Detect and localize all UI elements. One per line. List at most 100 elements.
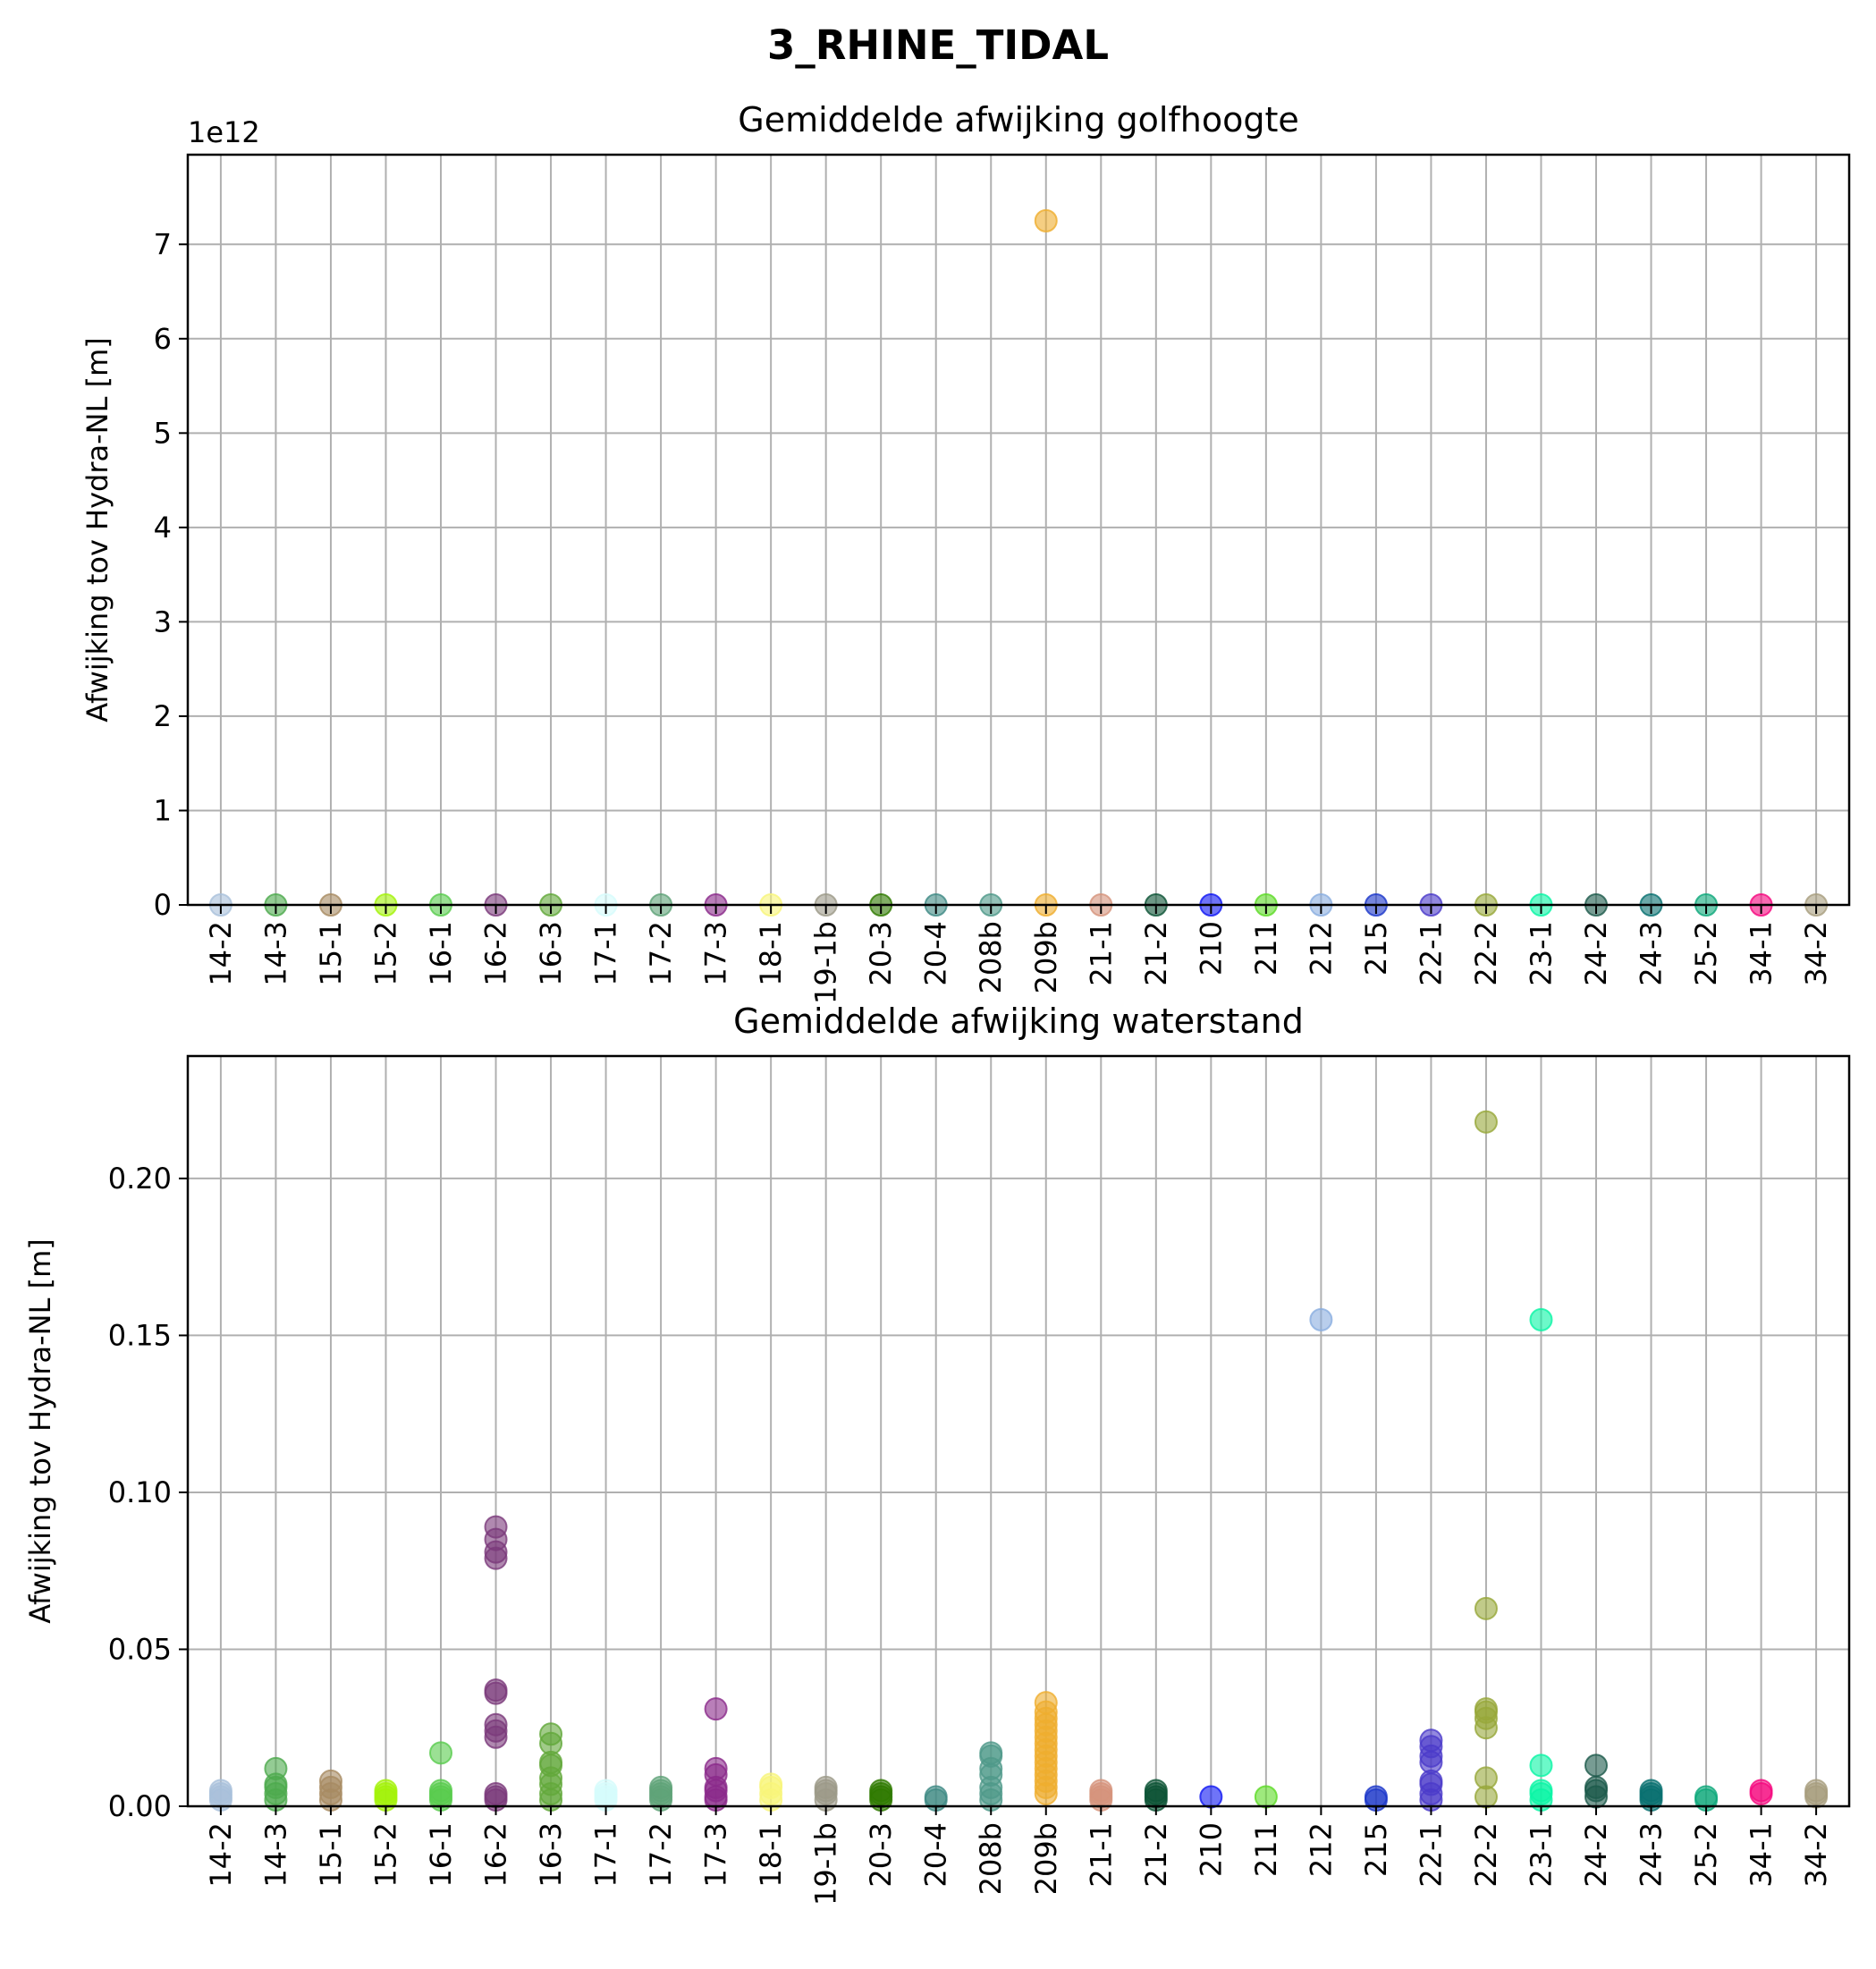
data-point — [1309, 1307, 1333, 1331]
data-point — [979, 1741, 1003, 1765]
x-tick-label: 19-1b — [809, 1822, 843, 1906]
y-tick-label: 0 — [154, 888, 172, 922]
x-tick-label: 14-2 — [204, 1822, 238, 1888]
data-point — [318, 1769, 342, 1793]
data-point — [429, 1779, 453, 1803]
data-point — [1364, 1785, 1388, 1809]
data-point — [1199, 1785, 1223, 1809]
x-tick-label: 20-3 — [864, 921, 898, 986]
data-point — [924, 1785, 948, 1809]
x-tick-label: 24-3 — [1635, 921, 1669, 986]
x-tick-label: 34-1 — [1745, 921, 1779, 986]
y-tick-label: 2 — [154, 699, 172, 733]
data-point — [1694, 1785, 1719, 1809]
data-point — [1034, 1691, 1058, 1715]
data-point — [484, 1781, 508, 1805]
data-point — [1474, 1766, 1498, 1790]
x-tick-label: 211 — [1249, 921, 1283, 976]
data-point — [1419, 1728, 1443, 1753]
x-tick-label: 17-3 — [699, 1822, 733, 1888]
x-tick-label: 22-1 — [1414, 1822, 1448, 1888]
x-tick-label: 21-2 — [1139, 921, 1173, 986]
y-tick-label: 5 — [154, 416, 172, 450]
subplot-title: Gemiddelde afwijking waterstand — [733, 1001, 1304, 1041]
x-tick-label: 24-3 — [1635, 1822, 1669, 1888]
x-tick-label: 25-2 — [1689, 921, 1723, 986]
data-point — [869, 1779, 893, 1803]
data-point — [374, 1779, 398, 1803]
x-tick-label: 16-1 — [424, 921, 458, 986]
data-point — [814, 1775, 838, 1799]
x-tick-label: 21-1 — [1084, 921, 1118, 986]
y-tick-label: 0.20 — [108, 1162, 172, 1196]
x-tick-label: 20-4 — [919, 1822, 953, 1888]
x-tick-label: 34-1 — [1745, 1822, 1779, 1888]
x-tick-label: 34-2 — [1799, 1822, 1833, 1888]
data-point — [1529, 1779, 1553, 1803]
axes-frame — [186, 153, 1851, 907]
y-tick-label: 3 — [154, 604, 172, 638]
x-tick-label: 17-1 — [589, 921, 623, 986]
x-tick-label: 15-2 — [368, 1822, 402, 1888]
data-point — [1474, 1596, 1498, 1620]
x-tick-label: 23-1 — [1524, 1822, 1558, 1888]
data-point — [484, 1678, 508, 1703]
axes-frame — [186, 1054, 1851, 1808]
x-tick-label: 16-3 — [534, 1822, 568, 1888]
data-point — [704, 1756, 728, 1780]
data-point — [539, 1722, 563, 1746]
data-point — [484, 1712, 508, 1737]
x-tick-label: 209b — [1029, 1822, 1063, 1895]
x-tick-label: 16-3 — [534, 921, 568, 986]
y-tick-label: 0.00 — [108, 1789, 172, 1823]
x-tick-label: 208b — [974, 921, 1008, 993]
y-tick-label: 6 — [154, 322, 172, 356]
data-point — [1474, 1110, 1498, 1134]
data-point — [1529, 1307, 1553, 1331]
x-tick-label: 14-3 — [258, 1822, 292, 1888]
data-point — [1749, 1779, 1773, 1803]
data-point — [1584, 1775, 1608, 1799]
data-point — [484, 1515, 508, 1539]
x-tick-label: 14-2 — [204, 921, 238, 986]
y-tick-label: 7 — [154, 227, 172, 261]
x-tick-label: 16-1 — [424, 1822, 458, 1888]
data-point — [1034, 208, 1058, 232]
data-point — [704, 1697, 728, 1721]
data-point — [759, 1772, 783, 1796]
y-tick-label: 1 — [154, 793, 172, 827]
x-tick-label: 25-2 — [1689, 1822, 1723, 1888]
x-tick-label: 210 — [1194, 1822, 1228, 1877]
x-tick-label: 22-2 — [1469, 1822, 1503, 1888]
subplot-2: 0.00 0.05 0.10 0.15 0.20 14-2 14-3 15-1 15-2 16-1… — [23, 1001, 1851, 1906]
y-axis-label: Afwijking tov Hydra-NL [m] — [23, 1238, 57, 1624]
plot-area — [188, 155, 1849, 905]
x-tick-label: 21-2 — [1139, 1822, 1173, 1888]
data-point — [1804, 1779, 1829, 1803]
y-tick-label: 0.15 — [108, 1318, 172, 1352]
subplot-title: Gemiddelde afwijking golfhoogte — [738, 100, 1298, 139]
y-axis-label: Afwijking tov Hydra-NL [m] — [80, 337, 114, 723]
x-tick-label: 24-2 — [1579, 921, 1613, 986]
data-point — [1639, 1779, 1663, 1803]
data-point — [1529, 1754, 1553, 1778]
data-point — [264, 1756, 288, 1780]
x-tick-label: 18-1 — [754, 921, 788, 986]
x-tick-label: 34-2 — [1799, 921, 1833, 986]
x-tick-label: 215 — [1359, 1822, 1393, 1877]
data-point — [429, 1741, 453, 1765]
x-tick-label: 209b — [1029, 921, 1063, 993]
x-tick-label: 15-1 — [314, 1822, 348, 1888]
x-tick-label: 24-2 — [1579, 1822, 1613, 1888]
data-point — [1584, 1754, 1608, 1778]
x-tick-label: 21-1 — [1084, 1822, 1118, 1888]
x-tick-label: 210 — [1194, 921, 1228, 976]
x-tick-label: 15-2 — [368, 921, 402, 986]
x-tick-label: 208b — [974, 1822, 1008, 1895]
data-point — [649, 1775, 673, 1799]
y-offset-text: 1e12 — [188, 115, 260, 149]
x-tick-label: 17-2 — [644, 921, 678, 986]
x-tick-label: 22-2 — [1469, 921, 1503, 986]
